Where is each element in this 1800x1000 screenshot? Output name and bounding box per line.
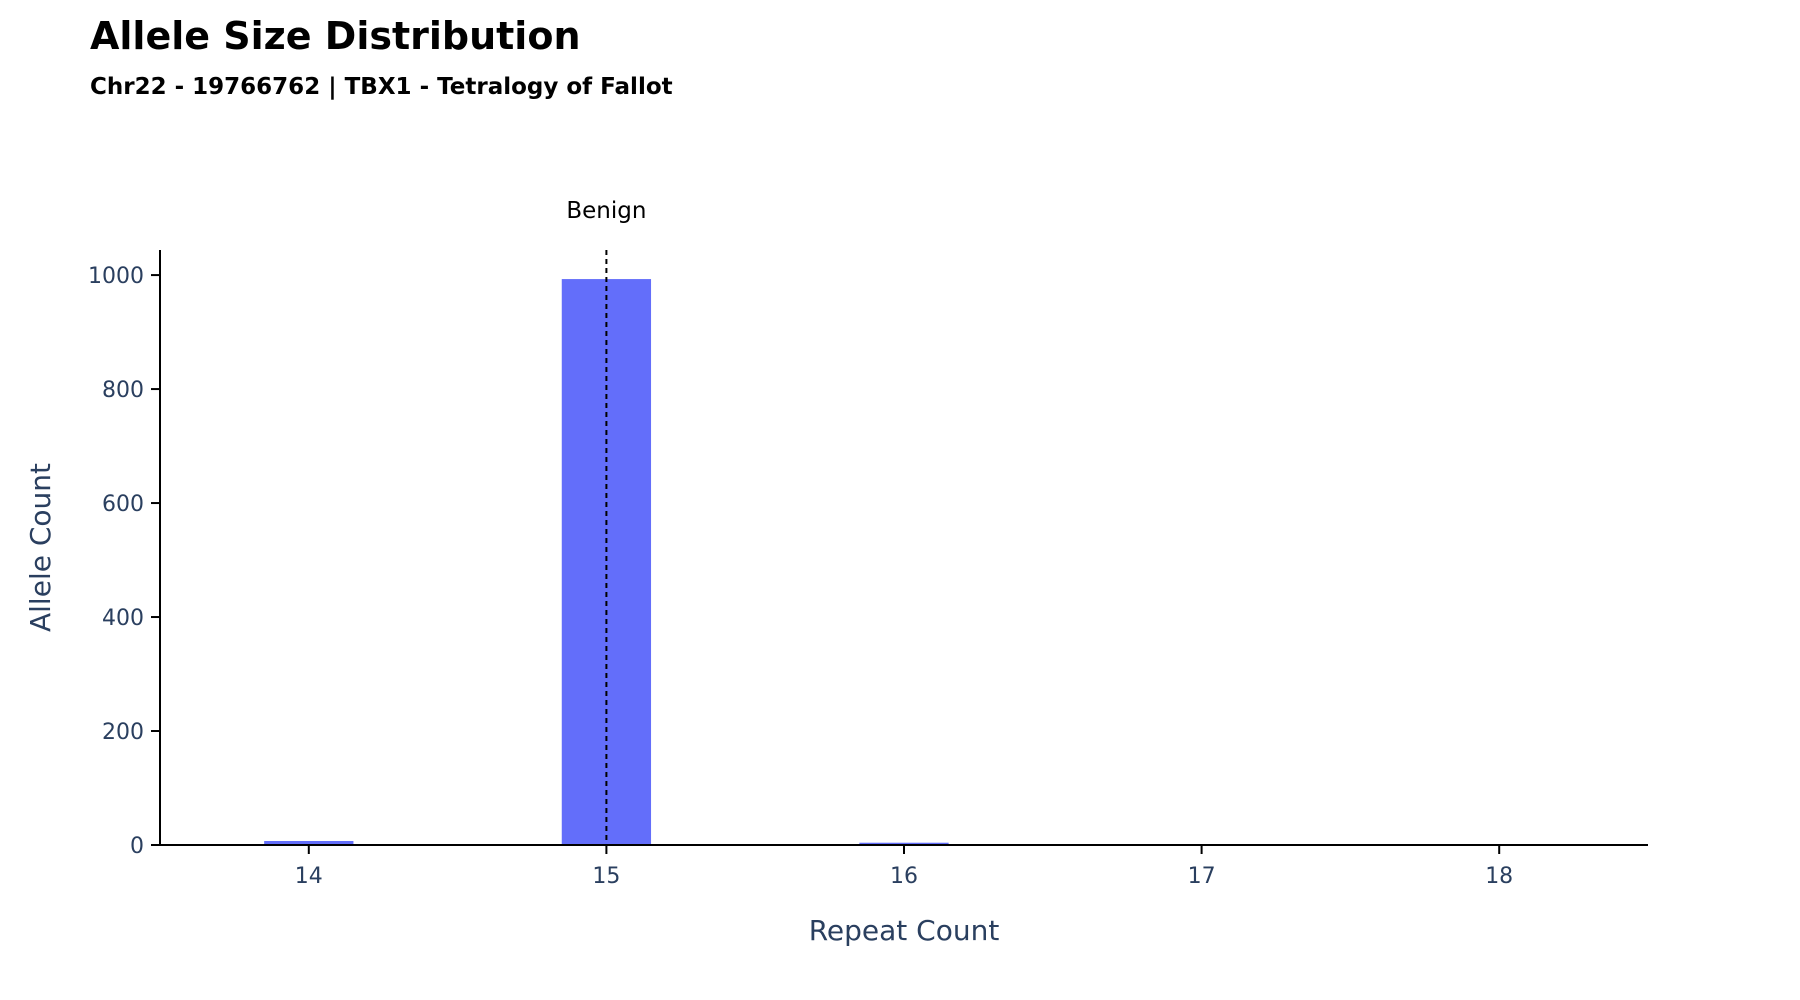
annotation-label-benign: Benign [566, 198, 646, 224]
y-tick-label: 1000 [88, 264, 144, 289]
bar-repeat-14[interactable] [264, 841, 354, 845]
y-tick-label: 600 [102, 492, 144, 517]
x-tick-label: 14 [295, 864, 323, 889]
y-tick-label: 200 [102, 720, 144, 745]
bars-layer [264, 279, 949, 845]
chart-title: Allele Size Distribution [90, 14, 581, 58]
y-tick-label: 800 [102, 378, 144, 403]
y-axis-title: Allele Count [24, 463, 57, 632]
y-tick-label: 0 [130, 834, 144, 859]
x-tick-label: 15 [592, 864, 620, 889]
bar-repeat-15[interactable] [561, 279, 652, 845]
x-axis-title: Repeat Count [809, 914, 1000, 947]
chart-subtitle: Chr22 - 19766762 | TBX1 - Tetralogy of F… [90, 74, 673, 100]
axes-layer: 0 200 400 600 800 1000 14 15 16 17 18 [88, 250, 1648, 889]
annotation-layer: Benign [566, 198, 646, 845]
y-tick-label: 400 [102, 606, 144, 631]
x-tick-label: 18 [1485, 864, 1513, 889]
x-tick-label: 16 [890, 864, 918, 889]
x-tick-label: 17 [1188, 864, 1216, 889]
bar-repeat-16[interactable] [859, 842, 949, 845]
